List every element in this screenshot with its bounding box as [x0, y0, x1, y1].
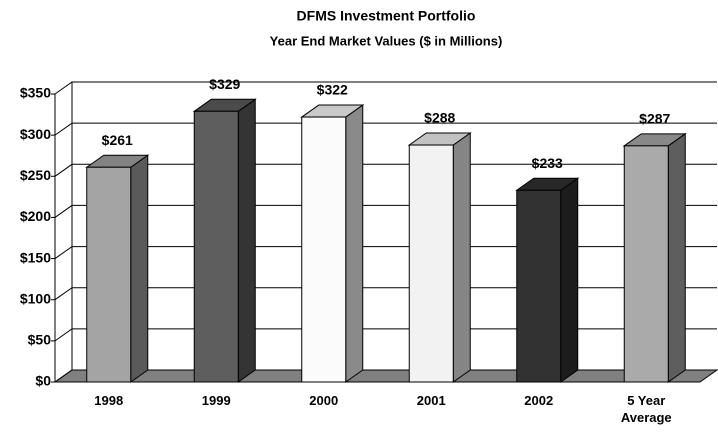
grid-line	[54, 369, 717, 383]
bar-front	[86, 166, 132, 383]
bar	[85, 154, 150, 383]
x-tick-label-box: 2000	[309, 393, 339, 408]
x-tick-label-box: 2001	[416, 393, 446, 408]
bar-side	[130, 154, 149, 383]
chart-title: DFMS Investment Portfolio	[297, 8, 476, 24]
grid-line	[54, 328, 717, 342]
x-tick-label: 2001	[416, 393, 446, 408]
x-tick-label: 5 Year Average	[620, 393, 672, 425]
bar-side	[237, 98, 256, 383]
grid-line	[54, 81, 717, 95]
x-tick-label-box: 5 Year Average	[620, 393, 672, 425]
value-label: $288	[424, 110, 455, 126]
bar	[300, 104, 365, 383]
bar-front	[408, 144, 454, 383]
floor	[53, 369, 718, 383]
value-label: $322	[317, 82, 348, 98]
grid-line	[54, 122, 717, 136]
y-tick-label: $300	[20, 126, 51, 142]
grid-line	[54, 204, 717, 218]
bar-front	[193, 110, 239, 383]
bar	[407, 132, 472, 383]
bar-front	[301, 116, 347, 383]
chart-subtitle: Year End Market Values ($ in Millions)	[270, 33, 503, 48]
y-tick-label: $350	[20, 85, 51, 101]
value-label: $287	[639, 111, 670, 127]
x-tick-label: 1998	[94, 393, 124, 408]
y-tick-label: $0	[35, 373, 51, 389]
y-tick-label: $150	[20, 249, 51, 265]
y-tick-label: $50	[28, 332, 52, 348]
bar-side	[667, 132, 686, 383]
bar	[515, 177, 580, 383]
grid-line	[54, 246, 717, 259]
y-tick-label: $100	[20, 290, 51, 306]
value-label: $329	[209, 76, 240, 92]
x-tick-label: 2000	[309, 393, 339, 408]
bar	[192, 98, 257, 383]
value-label: $233	[532, 155, 563, 171]
bar-side	[345, 104, 364, 383]
bar-front	[516, 189, 562, 383]
x-tick-label-box: 2002	[524, 393, 554, 408]
y-tick-label: $250	[20, 167, 51, 183]
x-tick-label: 2002	[524, 393, 554, 408]
bar-side	[452, 132, 471, 383]
y-tick-label: $200	[20, 208, 51, 224]
value-label: $261	[102, 132, 133, 148]
bar-side	[560, 177, 579, 383]
bar-front	[623, 145, 669, 383]
x-tick-label-box: 1999	[201, 393, 231, 408]
grid-line	[54, 163, 717, 177]
x-tick-label-box: 1998	[94, 393, 124, 408]
grid-line	[54, 287, 717, 301]
x-tick-label: 1999	[201, 393, 231, 408]
bar	[622, 132, 687, 383]
